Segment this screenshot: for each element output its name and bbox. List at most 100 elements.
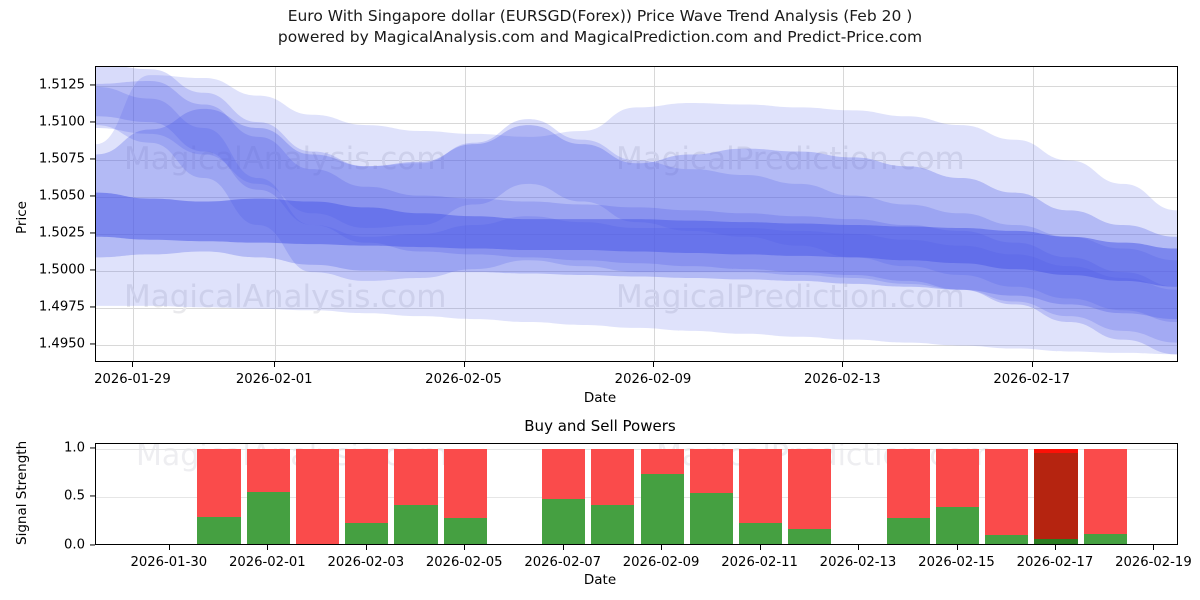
power-x-tick-label: 2026-02-13 (819, 555, 897, 570)
sell-power-segment (591, 448, 635, 508)
price-y-tick-mark (90, 157, 95, 160)
sell-power-segment (1083, 448, 1127, 537)
sell-power-segment (886, 448, 930, 520)
power-x-tick-label: 2026-02-09 (622, 555, 700, 570)
power-x-tick-label: 2026-02-05 (425, 555, 503, 570)
price-y-tick-label: 1.4950 (38, 336, 85, 351)
price-y-tick-mark (90, 305, 95, 308)
price-y-axis-label: Price (14, 201, 30, 234)
power-x-tick-mark (267, 545, 269, 550)
buy-power-segment (1083, 534, 1127, 544)
price-x-tick-mark (842, 362, 844, 367)
price-x-tick-label: 2026-01-29 (94, 372, 171, 387)
price-gridline-v (464, 67, 466, 361)
power-chart-title: Buy and Sell Powers (524, 417, 676, 435)
buy-power-segment (345, 522, 389, 544)
power-bar-2026-02-17[interactable] (985, 444, 1029, 544)
power-y-tick-mark (90, 447, 95, 449)
wave-band-band-descending-tail (96, 80, 1177, 355)
power-y-axis: 0.0 0.5 1.0 (0, 440, 95, 553)
power-bar-2026-02-08[interactable] (542, 444, 586, 544)
power-bar-2026-02-12[interactable] (738, 444, 783, 544)
power-bar-2026-02-01[interactable] (246, 444, 290, 544)
price-gridline-v (654, 67, 655, 361)
sell-power-segment (640, 448, 684, 477)
chart-title-block: Euro With Singapore dollar (EURSGD(Forex… (0, 6, 1200, 48)
power-bar-2026-02-18[interactable] (1034, 444, 1078, 544)
price-y-tick-label: 1.4975 (38, 299, 85, 314)
power-bar-2026-02-05[interactable] (443, 444, 487, 544)
power-x-axis: 2026-01-30 2026-02-01 2026-02-03 2026-02-05… (95, 545, 1192, 585)
price-x-tick-label: 2026-02-13 (803, 372, 881, 387)
power-x-tick-label: 2026-02-19 (1115, 555, 1192, 570)
price-y-tick-mark (90, 120, 95, 123)
power-bar-2026-01-31[interactable] (197, 444, 241, 544)
price-x-tick-mark (1031, 362, 1033, 367)
buy-power-segment (640, 474, 684, 544)
wave-band-band-core (96, 192, 1177, 287)
sell-power-segment (689, 448, 733, 495)
sell-power-segment (738, 448, 783, 525)
buy-sell-powers-plot-area: MagicalAnalysis.com MagicalPrediction.co… (95, 443, 1178, 545)
buy-power-segment (443, 517, 487, 544)
power-bar-2026-02-15[interactable] (886, 444, 930, 544)
power-bar-2026-02-10[interactable] (640, 444, 684, 544)
power-x-tick-mark (661, 545, 663, 550)
price-gridline-h (96, 344, 1177, 346)
price-gridline-h (96, 159, 1177, 161)
power-x-tick-mark (365, 545, 367, 550)
power-bar-2026-02-09[interactable] (591, 444, 635, 544)
power-x-tick-label: 2026-02-11 (721, 555, 798, 570)
price-wave-plot-area: MagicalAnalysis.com MagicalPrediction.co… (95, 66, 1178, 362)
buy-power-segment (886, 517, 930, 544)
power-bar-2026-02-16[interactable] (935, 444, 980, 544)
power-bar-2026-02-04[interactable] (394, 444, 438, 544)
price-y-axis: 1.4950 1.4975 1.5000 1.5025 1.5050 1.5075 1.51… (0, 66, 95, 362)
power-y-tick-label: 1.0 (64, 440, 85, 456)
power-gridline-h (96, 497, 1177, 499)
price-x-tick-mark (463, 362, 465, 367)
price-gridline-v (843, 67, 845, 361)
power-x-tick-label: 2026-01-30 (130, 555, 208, 570)
power-bar-2026-02-13[interactable] (788, 444, 832, 544)
price-x-axis-label: Date (583, 390, 617, 406)
chart-title-line-2: powered by MagicalAnalysis.com and Magic… (277, 28, 923, 46)
wave-band-band-mid-wide (96, 108, 1177, 320)
power-bar-2026-02-03[interactable] (345, 444, 389, 544)
power-bar-2026-02-11[interactable] (689, 444, 733, 544)
price-x-tick-label: 2026-02-01 (235, 372, 313, 387)
power-y-tick-label: 0.5 (64, 488, 85, 504)
price-x-axis: 2026-01-29 2026-02-01 2026-02-05 2026-02-09… (94, 362, 1178, 402)
power-bar-2026-02-19[interactable] (1083, 444, 1127, 544)
sell-power-segment (246, 448, 290, 494)
wave-band-band-outer-upper (96, 75, 1177, 355)
buy-power-segment (689, 492, 733, 544)
power-bar-2026-02-02[interactable] (295, 444, 340, 544)
price-y-tick-mark (90, 83, 95, 86)
buy-power-segment (394, 505, 438, 544)
power-x-tick-mark (464, 545, 466, 550)
buy-power-segment (1034, 539, 1078, 544)
price-gridline-h (96, 307, 1177, 309)
power-x-tick-label: 2026-02-17 (1016, 555, 1094, 570)
price-x-tick-mark (274, 362, 276, 367)
price-y-tick-label: 1.5050 (38, 188, 85, 203)
price-y-tick-mark (90, 268, 95, 271)
price-y-tick-mark (90, 342, 95, 345)
sell-power-segment (345, 448, 389, 525)
price-y-tick-label: 1.5075 (38, 151, 85, 166)
price-y-tick-label: 1.5000 (38, 262, 85, 277)
sell-power-segment (985, 448, 1029, 538)
power-gridline-h (96, 448, 1177, 450)
wave-band-band-upper-diagonal (96, 67, 1177, 323)
power-x-tick-label: 2026-02-03 (327, 555, 405, 570)
buy-power-segment (788, 528, 832, 544)
sell-power-segment (295, 448, 340, 544)
price-gridline-h (96, 196, 1177, 198)
price-y-tick-label: 1.5125 (38, 77, 85, 92)
sell-power-segment (1034, 448, 1078, 544)
price-y-tick-label: 1.5025 (38, 225, 85, 240)
sell-power-segment (394, 448, 438, 508)
power-y-tick-label: 0.0 (64, 537, 85, 553)
price-x-tick-label: 2026-02-17 (993, 372, 1071, 387)
